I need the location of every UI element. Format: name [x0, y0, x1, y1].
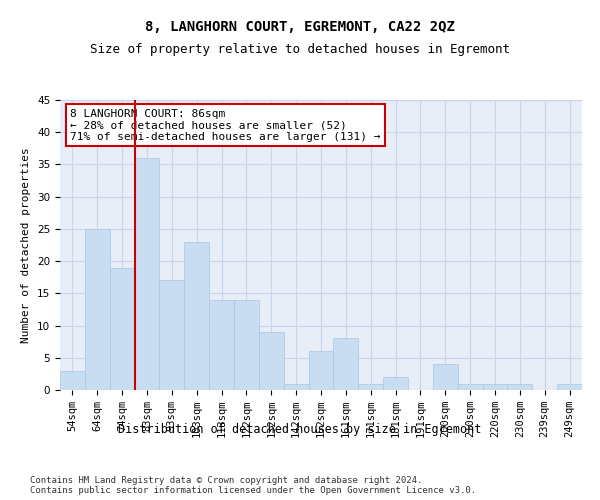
Bar [433, 364, 458, 390]
Bar [134, 158, 160, 390]
Bar [259, 332, 284, 390]
Bar [234, 300, 259, 390]
Text: Contains HM Land Registry data © Crown copyright and database right 2024.
Contai: Contains HM Land Registry data © Crown c… [30, 476, 476, 495]
Bar [110, 268, 134, 390]
Text: Size of property relative to detached houses in Egremont: Size of property relative to detached ho… [90, 42, 510, 56]
Bar [85, 229, 110, 390]
Bar [184, 242, 209, 390]
Text: 8, LANGHORN COURT, EGREMONT, CA22 2QZ: 8, LANGHORN COURT, EGREMONT, CA22 2QZ [145, 20, 455, 34]
Bar [383, 377, 408, 390]
Y-axis label: Number of detached properties: Number of detached properties [22, 147, 31, 343]
Bar [458, 384, 482, 390]
Text: Distribution of detached houses by size in Egremont: Distribution of detached houses by size … [118, 422, 482, 436]
Bar [60, 370, 85, 390]
Bar [308, 352, 334, 390]
Bar [557, 384, 582, 390]
Bar [209, 300, 234, 390]
Bar [160, 280, 184, 390]
Bar [284, 384, 308, 390]
Bar [482, 384, 508, 390]
Bar [508, 384, 532, 390]
Bar [334, 338, 358, 390]
Text: 8 LANGHORN COURT: 86sqm
← 28% of detached houses are smaller (52)
71% of semi-de: 8 LANGHORN COURT: 86sqm ← 28% of detache… [70, 108, 381, 142]
Bar [358, 384, 383, 390]
